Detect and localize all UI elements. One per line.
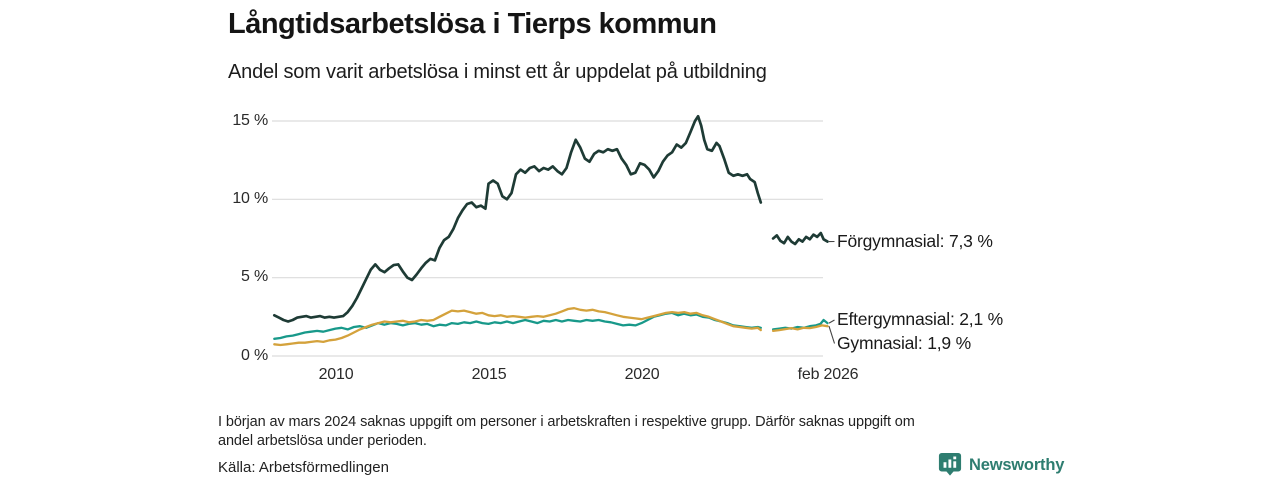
x-tick-label-feb-2026: feb 2026: [797, 366, 859, 383]
footnote-line-1: I början av mars 2024 saknas uppgift om …: [218, 414, 915, 430]
y-tick-label-5: 5 %: [241, 268, 268, 285]
y-tick-label-10: 10 %: [232, 190, 268, 207]
source-text: Källa: Arbetsförmedlingen: [218, 459, 389, 476]
footnote-line-2: andel arbetslösa under perioden.: [218, 432, 427, 449]
series-label-eftergymnasial: Eftergymnasial: 2,1 %: [837, 309, 1004, 329]
label-connector-gymnasial: [828, 326, 836, 344]
x-tick-label-2010: 2010: [318, 366, 354, 383]
y-tick-label-0: 0 %: [241, 347, 268, 364]
series-line-förgymnasial-seg2: [771, 231, 829, 246]
series-line-förgymnasial-seg1: [272, 114, 763, 323]
newsworthy-pin-chart-icon: [938, 453, 962, 476]
newsworthy-wordmark: Newsworthy: [969, 455, 1065, 474]
newsworthy-logo[interactable]: Newsworthy: [938, 452, 1064, 478]
footnote-text: I början av mars 2024 saknas uppgift om …: [218, 413, 915, 450]
label-connector-eftergymnasial: [828, 319, 835, 324]
page-title: Långtidsarbetslösa i Tierps kommun: [228, 8, 717, 40]
y-tick-label-15: 15 %: [232, 112, 268, 129]
series-line-gymnasial-seg2: [771, 324, 829, 333]
series-line-gymnasial-seg1: [273, 307, 762, 347]
series-line-eftergymnasial-seg1: [273, 311, 762, 340]
series-label-gymnasial: Gymnasial: 1,9 %: [837, 333, 971, 353]
x-tick-label-2015: 2015: [471, 366, 507, 383]
page-subtitle: Andel som varit arbetslösa i minst ett å…: [228, 61, 767, 83]
x-tick-label-2020: 2020: [624, 366, 660, 383]
series-label-forgymnasial: Förgymnasial: 7,3 %: [837, 231, 993, 251]
